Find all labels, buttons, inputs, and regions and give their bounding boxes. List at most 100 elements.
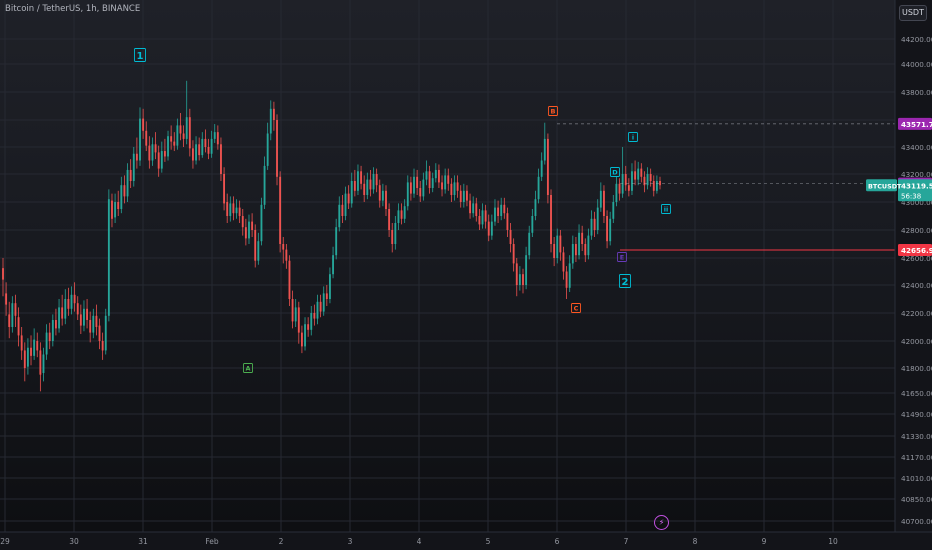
candle [397,203,400,230]
candle [347,185,350,209]
candle [497,200,500,223]
price-tick-label: 41170.00 [901,453,932,462]
candle [478,209,481,230]
time-tick-label: 4 [417,537,422,546]
candle [434,163,437,183]
candle [107,189,110,322]
candle [120,176,123,214]
candle [220,137,222,181]
candle [86,299,89,329]
candle [307,317,310,337]
candle [522,268,524,294]
candle [466,185,468,207]
time-tick-label: 30 [69,537,79,546]
wave-label-i: i [628,132,638,142]
candle [101,332,104,360]
candle [578,224,580,260]
candle [179,113,182,141]
candle [269,100,272,141]
time-tick-label: 6 [555,537,560,546]
candle [23,342,26,382]
svg-text:56:38: 56:38 [901,192,921,200]
candle [615,176,618,207]
candle [148,136,151,169]
price-tick-label: 42200.00 [901,309,932,318]
candle [39,342,42,392]
candle [556,228,559,264]
candle [447,168,450,191]
candle [145,121,148,152]
svg-text:D: D [612,169,618,177]
resistance-price-label: 43571.74 [898,117,932,130]
candle [631,163,633,195]
svg-text:43119.52: 43119.52 [901,181,932,190]
wave-label-B: B [548,106,558,116]
candle [36,332,39,358]
wave-label-A: A [243,363,253,373]
svg-text:1: 1 [137,51,144,62]
candle [204,129,207,153]
candle [344,186,347,221]
candle [509,223,512,253]
candle [459,185,462,208]
candle [350,172,353,208]
candle [652,175,655,197]
price-tick-label: 42000.00 [901,337,932,346]
candle [139,107,141,166]
candle [618,178,621,201]
candle [182,125,185,147]
candle [655,175,658,194]
candle [322,286,325,316]
time-tick-label: 29 [0,537,10,546]
candle [26,338,29,375]
candle [282,237,285,264]
candle [506,207,509,237]
candle [646,167,649,190]
wave-label-C: C [571,303,581,313]
price-tick-label: 44000.00 [901,60,932,69]
candle [431,172,434,193]
candle [154,132,157,160]
candle [279,171,282,253]
time-tick-label: 2 [279,537,284,546]
candle [534,190,537,221]
time-axis[interactable] [0,532,932,550]
lightning-icon[interactable]: ⚡ [654,515,669,530]
price-axis[interactable] [895,0,932,532]
candle [574,237,577,263]
candle [33,328,36,360]
price-tick-label: 42800.00 [901,226,932,235]
price-tick-label: 41010.00 [901,474,932,483]
level-lines [557,123,895,251]
candle [593,211,596,237]
candle [170,125,173,150]
candle [332,246,334,279]
candle [406,175,409,211]
candle [201,132,204,158]
candle [319,294,322,318]
candle [599,182,602,212]
candle [126,163,129,202]
candle [419,181,422,202]
candle [20,327,23,360]
symbol-title: Bitcoin / TetherUS, 1h, BINANCE [5,4,141,14]
price-tick-label: 44200.00 [901,35,932,44]
candle [89,311,92,343]
candle [512,238,515,272]
candle [603,185,605,223]
currency-button[interactable]: USDT [899,5,927,21]
wave-label-D: D [610,167,620,177]
candle [79,304,82,334]
candle [195,136,197,165]
candle [531,209,534,237]
candle [92,308,95,339]
svg-text:43571.74: 43571.74 [901,120,932,129]
candle [272,101,275,131]
candle [494,199,496,226]
candle [357,164,359,195]
candle [123,175,126,204]
candle [425,160,428,186]
